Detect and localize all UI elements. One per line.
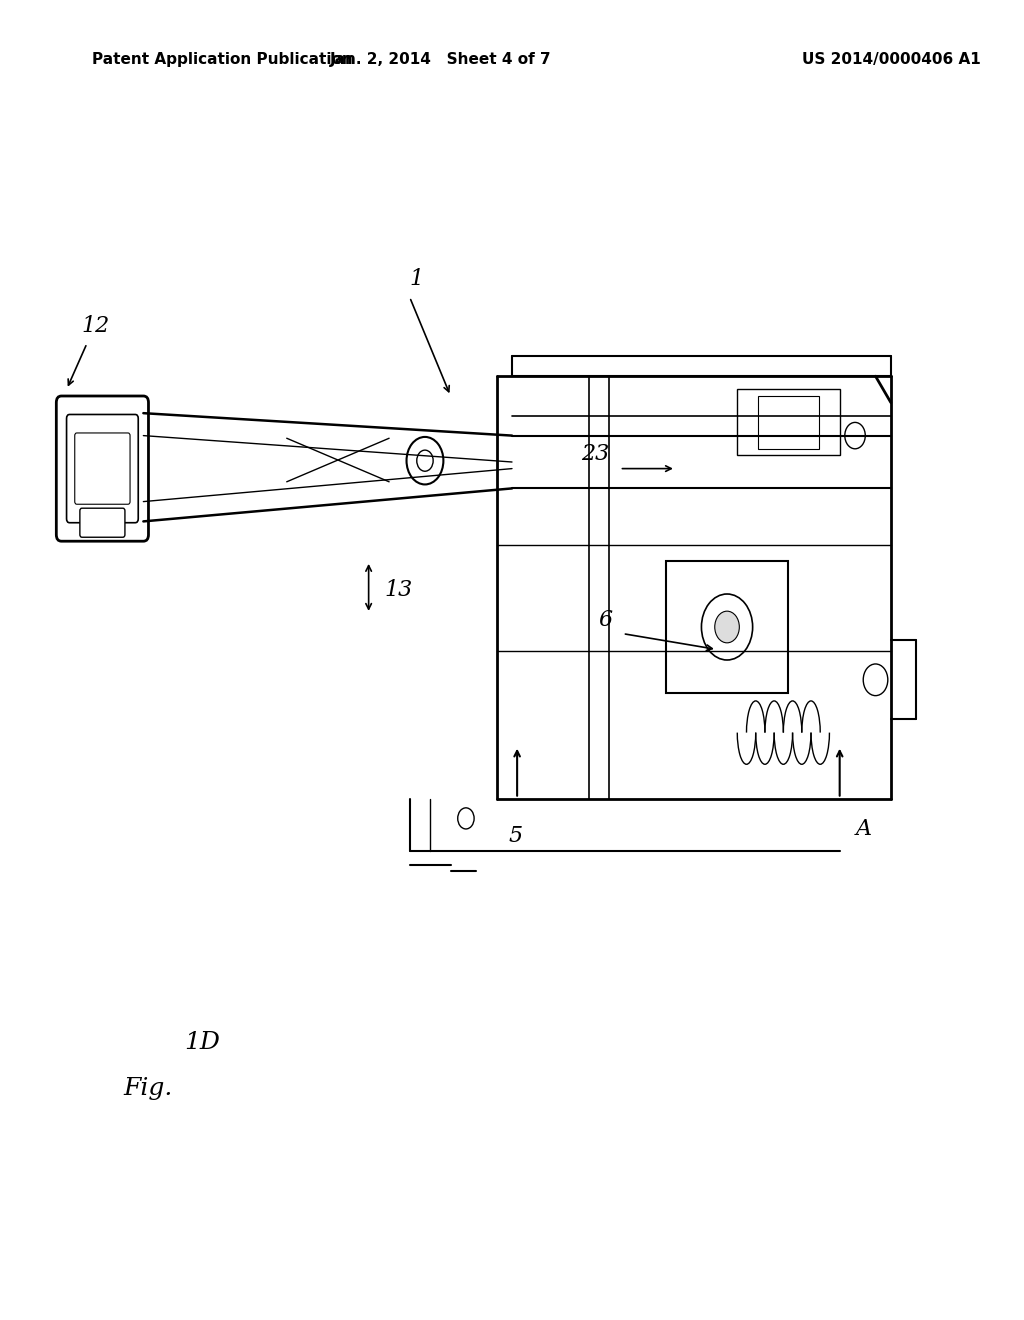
Circle shape	[701, 594, 753, 660]
FancyBboxPatch shape	[56, 396, 148, 541]
Bar	[666, 561, 788, 693]
Text: 5: 5	[508, 825, 522, 847]
FancyBboxPatch shape	[80, 508, 125, 537]
Text: 23: 23	[581, 442, 609, 465]
FancyBboxPatch shape	[75, 433, 130, 504]
FancyBboxPatch shape	[67, 414, 138, 523]
Circle shape	[458, 808, 474, 829]
Text: US 2014/0000406 A1: US 2014/0000406 A1	[802, 51, 980, 67]
Circle shape	[407, 437, 443, 484]
Text: 12: 12	[82, 314, 111, 337]
Text: 13: 13	[384, 579, 413, 601]
Text: Fig.: Fig.	[123, 1077, 172, 1101]
Bar	[737, 389, 840, 455]
Circle shape	[715, 611, 739, 643]
Bar	[758, 396, 819, 449]
Text: Jan. 2, 2014   Sheet 4 of 7: Jan. 2, 2014 Sheet 4 of 7	[330, 51, 551, 67]
Text: 1D: 1D	[184, 1031, 220, 1055]
Text: 6: 6	[598, 609, 612, 631]
Text: A: A	[856, 818, 872, 841]
Circle shape	[845, 422, 865, 449]
Circle shape	[417, 450, 433, 471]
Text: Patent Application Publication: Patent Application Publication	[92, 51, 353, 67]
Text: 1: 1	[410, 268, 424, 290]
Circle shape	[863, 664, 888, 696]
